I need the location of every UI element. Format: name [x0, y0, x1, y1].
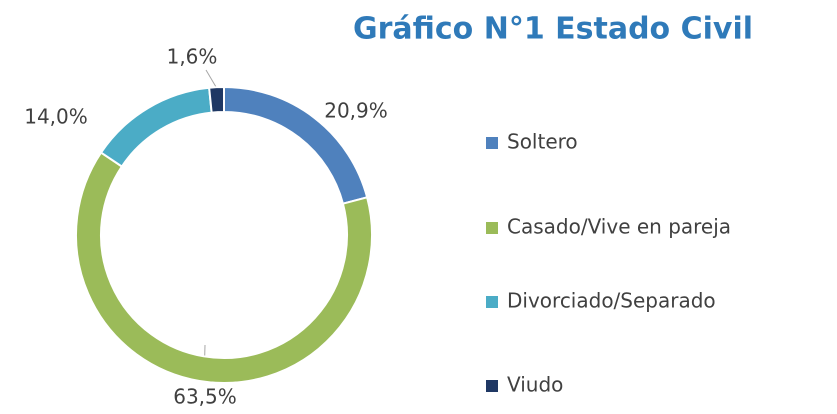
donut-segment — [99, 86, 213, 168]
legend-swatch — [486, 137, 498, 149]
data-label: 1,6% — [167, 45, 218, 69]
legend-label: Casado/Vive en pareja — [507, 215, 731, 239]
data-label: 14,0% — [24, 105, 88, 129]
legend-swatch — [486, 296, 498, 308]
legend-label: Soltero — [507, 130, 578, 154]
data-label: 20,9% — [324, 99, 388, 123]
donut-segment — [208, 85, 225, 114]
legend-label: Viudo — [507, 373, 563, 397]
legend-swatch — [486, 380, 498, 392]
chart-title: Gráfico N°1 Estado Civil — [353, 12, 753, 47]
legend-swatch — [486, 222, 498, 234]
legend-label: Divorciado/Separado — [507, 289, 716, 313]
donut-segment — [75, 151, 373, 384]
data-label: 63,5% — [173, 385, 237, 409]
